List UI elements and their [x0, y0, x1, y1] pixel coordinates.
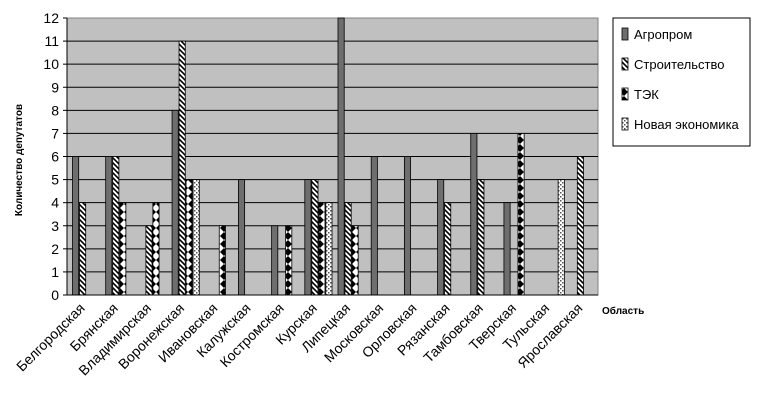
x-axis-title: Область	[602, 305, 644, 317]
legend-label: Строительство	[634, 57, 724, 72]
bar	[576, 156, 584, 296]
bar	[325, 202, 333, 296]
bar	[437, 179, 445, 296]
bar	[119, 202, 127, 296]
bar	[503, 202, 511, 296]
bar	[171, 109, 179, 296]
bar	[311, 179, 319, 296]
bar	[79, 202, 87, 296]
bar	[517, 133, 525, 296]
bar	[370, 156, 378, 296]
bar	[238, 179, 246, 296]
bars	[72, 17, 584, 296]
bar	[218, 225, 226, 296]
bar	[444, 202, 452, 296]
bar	[318, 202, 326, 296]
bar	[337, 17, 345, 296]
legend-swatch	[621, 117, 629, 131]
y-tick-label: 12	[43, 10, 59, 26]
x-axis-tick-labels: БелгородскаяБрянскаяВладимирскаяВоронежс…	[13, 300, 585, 379]
y-tick-label: 7	[51, 125, 59, 141]
bar	[112, 156, 120, 296]
legend-swatch	[621, 57, 629, 71]
y-axis-title: Количество депутатов	[14, 104, 25, 216]
legend-label: ТЭК	[634, 87, 659, 102]
bar	[185, 179, 193, 296]
y-tick-label: 11	[44, 33, 59, 49]
y-tick-label: 0	[51, 287, 59, 303]
bar	[557, 179, 565, 296]
legend: Агропром Строительство ТЭК Новая экономика	[621, 27, 740, 132]
bar	[271, 225, 279, 296]
bar	[152, 202, 160, 296]
y-tick-label: 1	[51, 264, 59, 280]
y-tick-label: 3	[51, 218, 59, 234]
y-tick-label: 5	[51, 172, 59, 188]
legend-box	[612, 17, 751, 147]
legend-label: Агропром	[634, 27, 692, 42]
y-tick-label: 9	[51, 79, 59, 95]
bar	[72, 156, 80, 296]
bar	[105, 156, 113, 296]
bar	[344, 202, 352, 296]
legend-swatch	[621, 87, 629, 101]
bar	[178, 40, 186, 296]
y-tick-label: 10	[43, 56, 59, 72]
y-tick-label: 6	[51, 149, 59, 165]
bar	[145, 225, 153, 296]
bar	[351, 225, 359, 296]
bar	[192, 179, 200, 296]
bar	[304, 179, 312, 296]
y-tick-label: 2	[51, 241, 59, 257]
legend-label: Новая экономика	[634, 117, 740, 132]
y-tick-label: 8	[51, 102, 59, 118]
legend-swatch	[621, 27, 629, 41]
bar	[477, 179, 485, 296]
y-tick-label: 4	[51, 195, 59, 211]
bar	[470, 133, 478, 296]
bar	[403, 156, 411, 296]
bar	[285, 225, 293, 296]
